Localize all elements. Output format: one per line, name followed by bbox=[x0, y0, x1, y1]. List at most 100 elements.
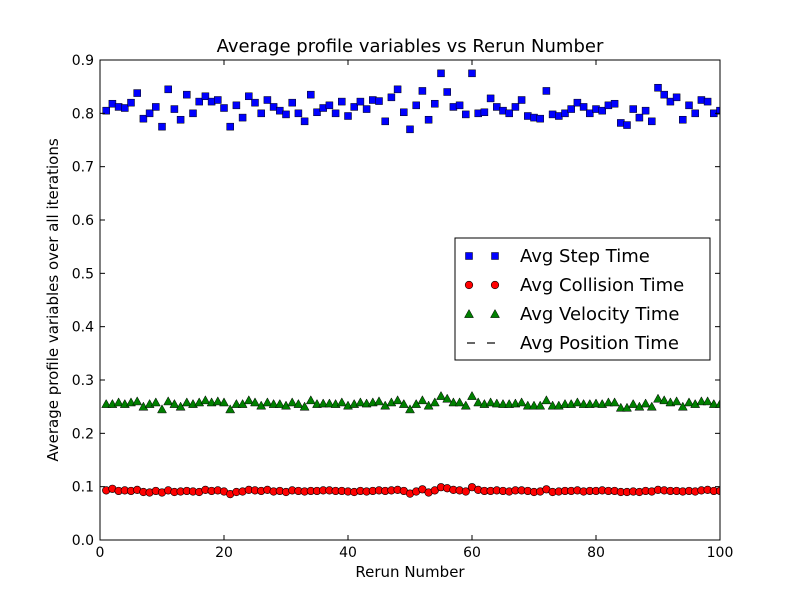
data-point bbox=[659, 395, 670, 405]
data-point bbox=[578, 398, 589, 408]
data-point bbox=[610, 99, 619, 108]
data-point bbox=[560, 398, 570, 408]
y-tick-label: 0.2 bbox=[72, 426, 94, 442]
y-tick-label: 0.4 bbox=[72, 320, 94, 336]
data-point bbox=[628, 398, 639, 408]
data-point bbox=[219, 397, 229, 407]
data-point bbox=[424, 115, 433, 124]
data-point bbox=[212, 396, 223, 406]
data-point bbox=[398, 398, 409, 408]
data-point bbox=[225, 404, 236, 414]
data-point bbox=[158, 122, 166, 131]
legend-marker bbox=[465, 252, 473, 260]
y-tick-label: 0.3 bbox=[72, 373, 94, 389]
data-point bbox=[294, 109, 303, 118]
data-point bbox=[431, 99, 439, 108]
data-point bbox=[573, 98, 582, 107]
data-point bbox=[442, 393, 453, 403]
data-point bbox=[250, 397, 260, 407]
data-point bbox=[305, 395, 316, 405]
data-point bbox=[660, 90, 668, 99]
x-axis-label: Rerun Number bbox=[355, 563, 465, 581]
data-point bbox=[640, 398, 651, 408]
data-point bbox=[169, 398, 180, 408]
y-tick-label: 0.5 bbox=[72, 266, 94, 282]
data-point bbox=[324, 398, 335, 408]
data-point bbox=[467, 390, 477, 400]
data-point bbox=[163, 396, 174, 406]
data-point bbox=[685, 101, 693, 110]
data-point bbox=[274, 398, 285, 408]
data-point bbox=[646, 401, 657, 411]
data-point bbox=[715, 398, 720, 408]
data-point bbox=[448, 397, 459, 407]
data-point bbox=[201, 92, 210, 101]
data-point bbox=[392, 395, 403, 405]
legend-entry: Avg Velocity Time bbox=[464, 304, 679, 325]
data-point bbox=[461, 487, 470, 496]
data-point bbox=[679, 115, 687, 124]
data-point bbox=[307, 90, 315, 99]
data-point bbox=[468, 69, 476, 78]
data-point bbox=[517, 96, 526, 104]
data-point bbox=[586, 109, 594, 118]
data-point bbox=[238, 113, 247, 122]
x-tick-label: 60 bbox=[463, 545, 481, 561]
data-point bbox=[133, 89, 141, 97]
data-point bbox=[609, 397, 620, 407]
data-point bbox=[405, 404, 415, 414]
data-point bbox=[684, 397, 694, 407]
data-point bbox=[491, 398, 502, 408]
data-point bbox=[641, 106, 650, 115]
data-point bbox=[393, 85, 402, 94]
y-tick-label: 0.8 bbox=[72, 106, 94, 122]
data-point bbox=[536, 114, 544, 123]
data-point bbox=[231, 398, 242, 408]
data-point bbox=[696, 396, 707, 406]
data-point bbox=[313, 108, 321, 117]
data-point bbox=[406, 125, 414, 134]
data-point bbox=[412, 101, 420, 110]
data-point bbox=[293, 398, 304, 408]
legend-marker bbox=[464, 280, 474, 290]
data-point bbox=[374, 396, 384, 406]
data-point bbox=[243, 395, 254, 405]
data-point bbox=[157, 404, 167, 414]
legend-label: Avg Collision Time bbox=[520, 275, 684, 296]
data-point bbox=[338, 97, 346, 106]
data-point bbox=[287, 397, 298, 407]
data-point bbox=[331, 109, 340, 118]
data-point bbox=[200, 395, 211, 405]
data-point bbox=[653, 393, 663, 403]
legend-marker bbox=[464, 308, 474, 318]
data-point bbox=[460, 400, 471, 410]
data-point bbox=[121, 104, 129, 112]
data-point bbox=[101, 398, 112, 408]
y-tick-label: 0.9 bbox=[72, 53, 94, 69]
legend-entry: Avg Position Time bbox=[467, 333, 679, 354]
data-point bbox=[145, 109, 154, 118]
data-point bbox=[282, 110, 290, 119]
data-point bbox=[114, 103, 123, 111]
data-point bbox=[268, 398, 279, 408]
data-point bbox=[541, 395, 552, 405]
data-point bbox=[132, 396, 143, 406]
data-point bbox=[375, 97, 383, 105]
data-point bbox=[263, 96, 272, 104]
data-point bbox=[708, 398, 719, 408]
data-point bbox=[691, 109, 699, 118]
data-point bbox=[181, 397, 192, 407]
data-point bbox=[195, 97, 203, 106]
data-point bbox=[485, 397, 496, 407]
legend-entry: Avg Step Time bbox=[465, 246, 650, 267]
legend-entry: Avg Collision Time bbox=[464, 275, 684, 296]
data-point bbox=[226, 122, 234, 131]
data-point bbox=[362, 105, 371, 113]
series-avg-collision-time bbox=[102, 483, 720, 499]
data-point bbox=[387, 93, 396, 102]
data-point bbox=[245, 92, 253, 101]
data-point bbox=[598, 106, 606, 115]
data-point bbox=[455, 101, 464, 110]
x-tick-label: 0 bbox=[96, 545, 105, 561]
